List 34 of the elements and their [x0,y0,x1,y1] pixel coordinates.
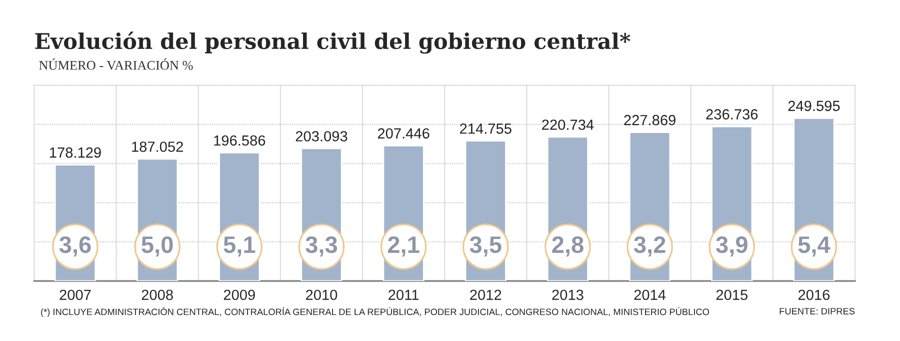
source-note: FUENTE: DIPRES [780,308,855,314]
x-tick-label: 2012 [470,290,502,300]
chart-title: Evolución del personal civil del gobierno central* [35,32,630,54]
data-label: 203.093 [296,131,348,142]
annotation: 3,6 [59,236,91,256]
annotation: 3,3 [306,236,338,256]
data-label: 196.586 [214,135,266,146]
data-label: 220.734 [542,120,594,130]
annotation: 2,1 [388,236,420,256]
x-tick-label: 2010 [306,290,338,300]
data-label: 207.446 [378,128,430,139]
annotation: 3,2 [634,236,666,256]
x-tick-label: 2007 [60,290,91,300]
annotation: 3,9 [716,236,748,256]
x-tick-label: 2014 [634,290,666,300]
data-label: 249.595 [788,100,840,112]
annotation: 5,1 [224,236,256,256]
annotation: 2,8 [552,236,584,256]
data-label: 187.052 [132,142,183,152]
text: (*) INCLUYE ADMINISTRACIÓN CENTRAL, CONTRALORÍA GENERAL DE LA REPÚBLICA, PODER JUDICIAL, CONGRESO NACIONAL, MINISTERIO PÚBLICO [41,307,710,317]
annotation: 5,0 [142,236,173,256]
data-label: 227.869 [624,114,676,126]
annotation: 3,5 [470,236,502,256]
x-tick-label: 2016 [798,290,830,300]
x-tick-label: 2008 [142,290,173,300]
data-label: 214.755 [460,123,512,134]
x-tick-label: 2011 [388,290,419,300]
x-tick-label: 2015 [716,290,748,300]
chart-subtitle: NÚMERO - VARIACIÓN % [39,58,193,70]
x-tick-label: 2013 [552,290,584,300]
x-tick-label: 2009 [224,290,255,300]
data-label: 178.129 [50,147,101,158]
annotation: 5,4 [798,236,830,256]
data-label: 236.736 [706,109,758,120]
